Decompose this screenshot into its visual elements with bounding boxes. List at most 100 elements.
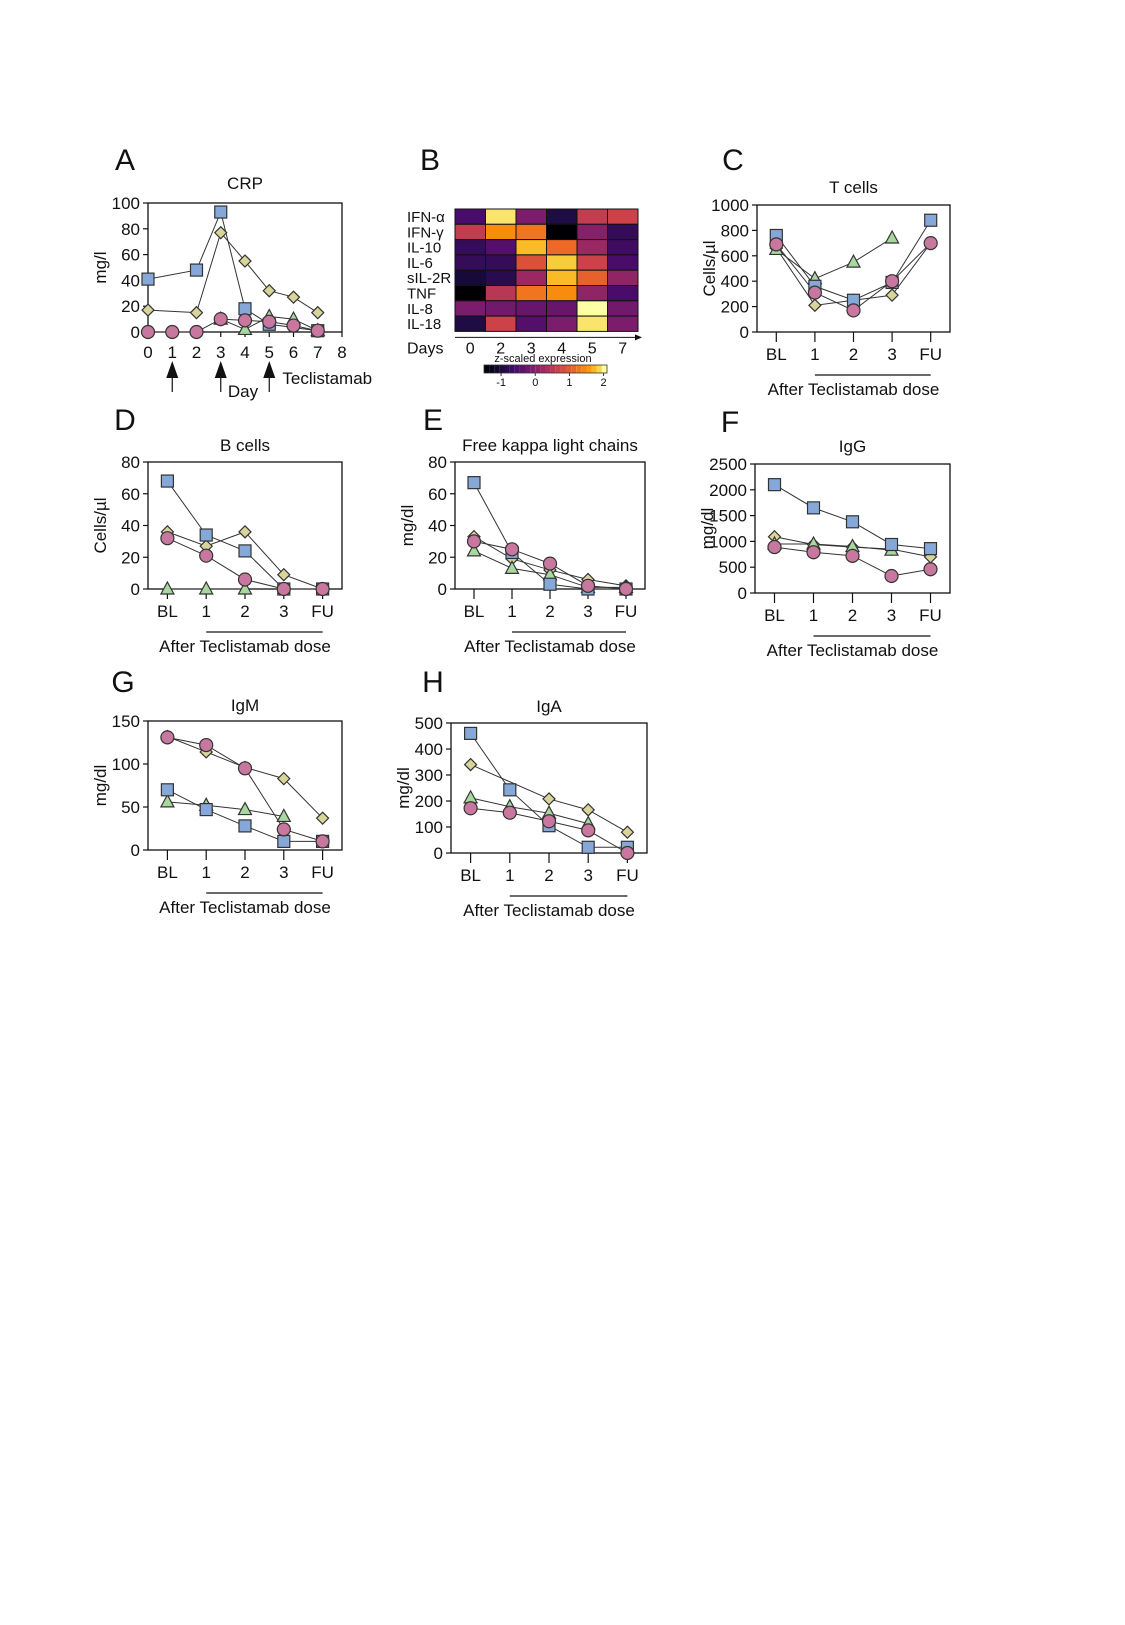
y-tick-label: 80 [428, 453, 447, 472]
panel-F: F IgG 0 500 1000 1500 2000 2500 mg/dl BL 1 2 3 FU Afte… [698, 406, 951, 660]
heatmap-cell [576, 239, 608, 256]
x-tick-label: 3 [216, 343, 225, 362]
panel-E: E Free kappa light chains 0 20 40 60 80 mg/dl BL… [398, 404, 646, 656]
y-tick-label: 0 [740, 323, 749, 342]
y-tick-label: 0 [131, 580, 140, 599]
data-point-square [924, 213, 938, 227]
x-tick-label: 1 [507, 602, 516, 621]
colorbar-segment [566, 365, 572, 373]
x-tick-label: 1 [505, 866, 514, 885]
colorbar-segment [550, 365, 556, 373]
colorbar-segment [596, 365, 602, 373]
x-tick-label: FU [919, 606, 942, 625]
x-tick-label: BL [764, 606, 785, 625]
x-tick-label: 2 [192, 343, 201, 362]
x-tick-label: FU [311, 602, 334, 621]
data-point-triangle [159, 580, 175, 595]
y-tick-label: 40 [428, 517, 447, 536]
heatmap-cell [607, 269, 639, 287]
series-line-triangle [470, 797, 589, 825]
data-point-square [543, 577, 557, 591]
heatmap-cell [576, 269, 608, 287]
data-point-diamond [315, 811, 330, 826]
chart-title: Free kappa light chains [462, 436, 638, 455]
x-tick-label: 3 [279, 602, 288, 621]
panel-letter: A [115, 144, 135, 177]
data-point-circle [846, 303, 861, 318]
data-point-square [806, 501, 821, 515]
data-point-circle [463, 801, 478, 816]
panel-letter: F [721, 406, 739, 439]
y-axis-label: Cells/µl [700, 240, 719, 296]
data-point-circle [199, 737, 214, 753]
colorbar-segment [514, 365, 520, 373]
heatmap-cell [515, 315, 547, 332]
panel-H: H IgA 0 100 200 300 400 500 mg/dl BL 1 2 3 FU After Te… [394, 666, 648, 920]
data-point-circle [618, 581, 634, 597]
y-tick-label: 800 [721, 221, 749, 240]
data-point-diamond [276, 567, 291, 582]
y-tick-label: 0 [131, 323, 140, 342]
colorbar-segment [581, 365, 587, 373]
data-point-triangle [198, 580, 214, 595]
heatmap-cell [454, 208, 486, 225]
chart-title: B cells [220, 436, 270, 455]
heatmap-cell [485, 285, 517, 302]
data-point-circle [160, 531, 175, 546]
panel-letter: G [111, 666, 134, 699]
heatmap-cell [515, 300, 547, 317]
y-tick-label: 1500 [709, 507, 747, 526]
heatmap-cell [607, 223, 639, 241]
series-line-square [147, 210, 318, 332]
data-point-circle [286, 318, 301, 333]
data-point-square [189, 263, 204, 277]
series-line-triangle [167, 801, 284, 817]
x-tick-label: 6 [289, 343, 298, 362]
data-point-diamond [463, 757, 478, 772]
x-tick-label: 7 [313, 343, 322, 362]
chart-title: CRP [227, 174, 263, 193]
data-point-diamond [213, 225, 228, 240]
data-point-circle [213, 312, 228, 327]
data-point-circle [199, 548, 214, 563]
x-tick-label: 5 [265, 343, 274, 362]
series-line-triangle [775, 237, 893, 280]
y-axis-label: Cells/µl [91, 497, 110, 553]
data-point-triangle [237, 580, 253, 595]
heatmap-cell [515, 269, 547, 287]
data-point-triangle [463, 789, 479, 804]
x-tick-label: 2 [544, 866, 553, 885]
data-point-circle [769, 237, 784, 252]
x-tick-label: FU [615, 602, 638, 621]
colorbar-label: z-scaled expression [494, 353, 591, 365]
x-tick-label: BL [460, 866, 481, 885]
heatmap-row-label: TNF [407, 286, 436, 303]
data-point-diamond [808, 298, 822, 313]
colorbar-segment [489, 365, 495, 373]
y-axis-label: mg/dl [698, 508, 717, 550]
data-point-triangle [237, 321, 253, 336]
x-axis-label: After Teclistamab dose [767, 641, 939, 660]
data-point-square [467, 476, 481, 490]
colorbar-segment [560, 365, 566, 373]
colorbar-segment [519, 365, 525, 373]
y-tick-label: 0 [434, 844, 443, 863]
y-axis-label: mg/dl [398, 505, 417, 547]
heatmap-col-label: 5 [588, 340, 597, 357]
data-point-square [238, 819, 252, 833]
colorbar-segment [540, 365, 546, 373]
heatmap-cell [546, 223, 578, 241]
data-point-circle [845, 548, 860, 563]
data-point-square [845, 515, 860, 529]
heatmap-cell [485, 300, 517, 317]
x-tick-label: 2 [240, 602, 249, 621]
panel-letter: H [422, 666, 444, 699]
data-point-circle [923, 562, 938, 577]
heatmap-cell [454, 285, 486, 302]
data-point-circle [262, 314, 277, 329]
heatmap-col-label: 3 [527, 340, 536, 357]
colorbar-tick-label: 1 [566, 377, 572, 389]
x-tick-label: 0 [143, 343, 152, 362]
